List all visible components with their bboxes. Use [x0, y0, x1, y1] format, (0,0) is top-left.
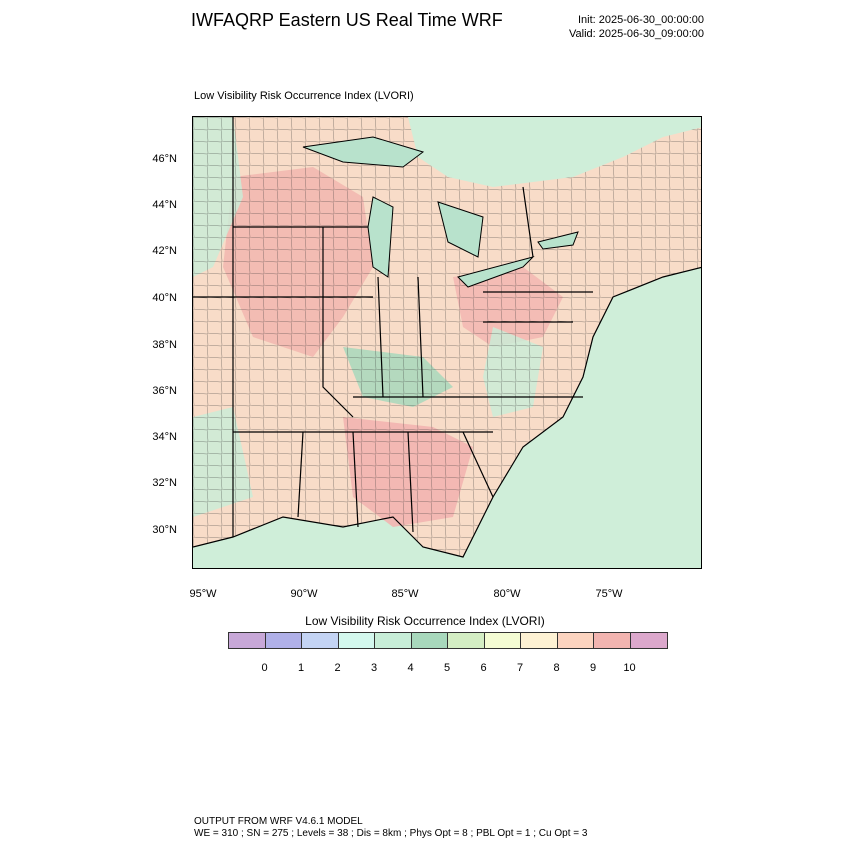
lon-label-75w: 75°W: [595, 588, 623, 600]
lake-erie: [457, 256, 535, 288]
colorbar-tick-label: 5: [443, 662, 451, 674]
lat-label-36n: 36°N: [152, 385, 177, 397]
coastline: [193, 266, 701, 558]
lon-label-95w: 95°W: [189, 588, 217, 600]
colorbar-swatch: [557, 633, 594, 648]
colorbar-tick-label: 1: [297, 662, 305, 674]
field-label: Low Visibility Risk Occurrence Index (LV…: [194, 90, 414, 102]
lat-label-44n: 44°N: [152, 199, 177, 211]
colorbar-swatch: [630, 633, 667, 648]
lon-label-90w: 90°W: [290, 588, 318, 600]
lat-label-40n: 40°N: [152, 292, 177, 304]
lat-label-46n: 46°N: [152, 153, 177, 165]
lat-label-32n: 32°N: [152, 477, 177, 489]
lon-label-80w: 80°W: [493, 588, 521, 600]
colorbar-tick-label: 4: [407, 662, 414, 674]
colorbar-swatch: [229, 633, 266, 648]
colorbar-tick-label: 7: [516, 662, 524, 674]
lake-superior: [302, 136, 425, 168]
footer-model: OUTPUT FROM WRF V4.6.1 MODEL: [194, 816, 363, 827]
colorbar-tick-label: 6: [480, 662, 487, 674]
lat-label-38n: 38°N: [152, 339, 177, 351]
lat-label-30n: 30°N: [152, 524, 177, 536]
lat-label-42n: 42°N: [152, 245, 177, 257]
forecast-map: [193, 117, 701, 568]
lake-michigan: [367, 196, 394, 278]
colorbar-swatch: [302, 633, 339, 648]
valid-time: Valid: 2025-06-30_09:00:00: [569, 28, 704, 40]
colorbar-swatch: [375, 633, 412, 648]
colorbar-tick-label: 9: [589, 662, 597, 674]
colorbar-swatch: [265, 633, 302, 648]
time-info: Init: 2025-06-30_00:00:00 Valid: 2025-06…: [569, 13, 704, 41]
lat-label-34n: 34°N: [152, 431, 177, 443]
map-title: IWFAQRP Eastern US Real Time WRF: [191, 10, 503, 30]
colorbar-swatch: [448, 633, 485, 648]
lake-ontario: [537, 231, 579, 250]
state-borders: [193, 117, 593, 537]
colorbar: [228, 632, 668, 649]
lon-label-85w: 85°W: [391, 588, 419, 600]
colorbar-tick-label: 0: [261, 662, 268, 674]
colorbar-tick-label: 10: [623, 662, 636, 674]
colorbar-swatch: [411, 633, 448, 648]
colorbar-swatch: [521, 633, 558, 648]
colorbar-tick-label: 8: [553, 662, 560, 674]
colorbar-swatch: [594, 633, 631, 648]
colorbar-tick-label: 3: [370, 662, 378, 674]
map-panel: [192, 116, 702, 569]
lake-huron: [437, 201, 484, 258]
init-time: Init: 2025-06-30_00:00:00: [578, 14, 704, 26]
footer-config: WE = 310 ; SN = 275 ; Levels = 38 ; Dis …: [194, 828, 588, 839]
colorbar-swatch: [484, 633, 521, 648]
model-footer: OUTPUT FROM WRF V4.6.1 MODEL WE = 310 ; …: [194, 816, 587, 840]
colorbar-swatch: [338, 633, 375, 648]
colorbar-tick-label: 2: [334, 662, 341, 674]
colorbar-title: Low Visibility Risk Occurrence Index (LV…: [305, 614, 545, 628]
